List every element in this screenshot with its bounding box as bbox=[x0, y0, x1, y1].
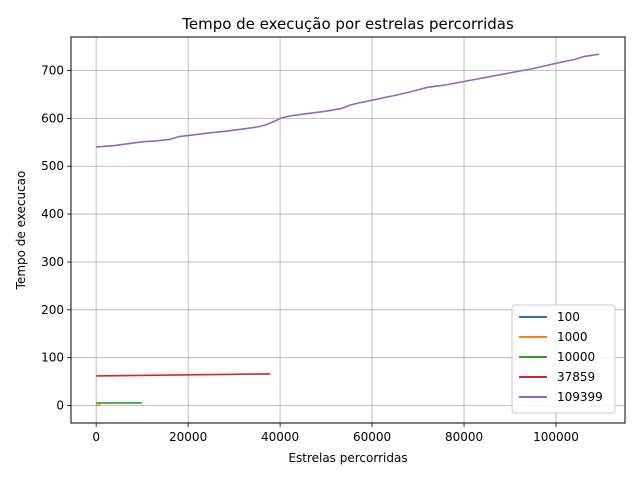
y-tick-label: 700 bbox=[41, 64, 64, 78]
x-axis-label: Estrelas percorridas bbox=[288, 451, 407, 465]
ticks: 0 20000 40000 60000 80000 100000 0 100 200 300 400… bbox=[41, 64, 579, 444]
x-tick-label: 0 bbox=[92, 430, 100, 444]
y-tick-label: 500 bbox=[41, 159, 64, 173]
legend-box bbox=[511, 304, 616, 414]
y-tick-label: 100 bbox=[41, 351, 64, 365]
x-tick-label: 60000 bbox=[353, 430, 391, 444]
y-tick-label: 200 bbox=[41, 303, 64, 317]
legend-label: 109399 bbox=[557, 390, 603, 404]
y-tick-label: 400 bbox=[41, 207, 64, 221]
x-tick-label: 20000 bbox=[169, 430, 207, 444]
series-lines bbox=[96, 53, 600, 407]
legend-label: 100 bbox=[557, 310, 580, 324]
y-tick-label: 600 bbox=[41, 111, 64, 125]
series-line-37859 bbox=[96, 373, 271, 377]
legend-label: 1000 bbox=[557, 330, 588, 344]
legend: 100 1000 10000 37859 109399 bbox=[511, 304, 616, 414]
chart-title: Tempo de execução por estrelas percorrid… bbox=[181, 15, 514, 33]
y-tick-label: 300 bbox=[41, 255, 64, 269]
grid bbox=[71, 37, 625, 423]
series-line-109399 bbox=[96, 53, 600, 148]
x-tick-label: 40000 bbox=[261, 430, 299, 444]
legend-label: 10000 bbox=[557, 350, 595, 364]
legend-label: 37859 bbox=[557, 370, 595, 384]
y-tick-label: 0 bbox=[56, 399, 64, 413]
x-tick-label: 80000 bbox=[445, 430, 483, 444]
y-axis-label: Tempo de execucao bbox=[14, 171, 28, 291]
x-tick-label: 100000 bbox=[533, 430, 579, 444]
plot-frame bbox=[70, 36, 626, 424]
